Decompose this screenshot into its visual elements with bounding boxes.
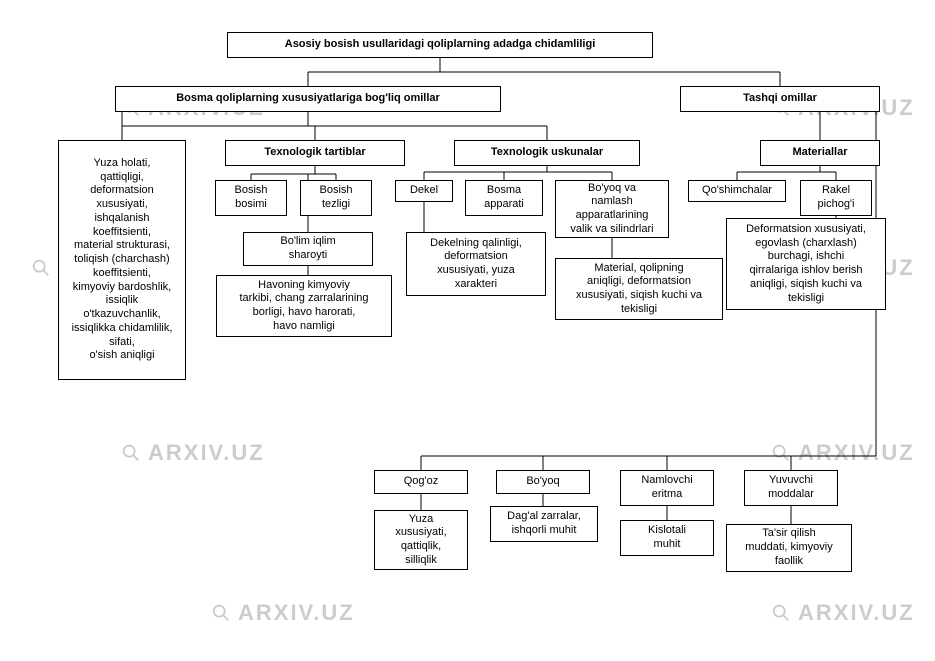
- node-tex-uskuna: Texnologik uskunalar: [454, 140, 640, 166]
- node-dekel: Dekel: [395, 180, 453, 202]
- node-label: Yuvuvchi moddalar: [768, 474, 814, 502]
- node-label: Qog'oz: [404, 475, 439, 489]
- node-rakel: Rakel pichog'i: [800, 180, 872, 216]
- node-namlovchi: Namlovchi eritma: [620, 470, 714, 506]
- watermark: ARXIV.UZ: [120, 440, 265, 466]
- node-yuza: Yuza holati, qattiqligi, deformatsion xu…: [58, 140, 186, 380]
- node-label: Bosish bosimi: [234, 184, 267, 212]
- node-tex-tartib: Texnologik tartiblar: [225, 140, 405, 166]
- node-bosish-bosimi: Bosish bosimi: [215, 180, 287, 216]
- node-left-main: Bosma qoliplarning xususiyatlariga bog'l…: [115, 86, 501, 112]
- node-label: Bo'lim iqlim sharoyti: [280, 235, 335, 263]
- watermark: ARXIV.UZ: [770, 600, 915, 626]
- watermark-text: ARXIV.UZ: [148, 440, 265, 466]
- node-right-main: Tashqi omillar: [680, 86, 880, 112]
- node-bolim-iqlim: Bo'lim iqlim sharoyti: [243, 232, 373, 266]
- node-label: Asosiy bosish usullaridagi qoliplarning …: [285, 38, 596, 52]
- node-bosma-app: Bosma apparati: [465, 180, 543, 216]
- node-label: Bo'yoq va namlash apparatlarining valik …: [570, 182, 653, 237]
- watermark-text: ARXIV.UZ: [798, 440, 915, 466]
- node-bosish-tezligi: Bosish tezligi: [300, 180, 372, 216]
- node-qogoz: Qog'oz: [374, 470, 468, 494]
- node-qoshim: Qo'shimchalar: [688, 180, 786, 202]
- node-yuvuvchi: Yuvuvchi moddalar: [744, 470, 838, 506]
- node-label: Rakel pichog'i: [818, 184, 855, 212]
- watermark: ARXIV.UZ: [210, 600, 355, 626]
- node-yuza-x: Yuza xususiyati, qattiqlik, silliqlik: [374, 510, 468, 570]
- node-label: Qo'shimchalar: [702, 184, 772, 198]
- node-label: Havoning kimyoviy tarkibi, chang zarrala…: [239, 279, 368, 334]
- node-label: Dekel: [410, 184, 438, 198]
- node-label: Texnologik uskunalar: [491, 146, 603, 160]
- node-label: Kislotali muhit: [648, 524, 686, 552]
- node-label: Yuza xususiyati, qattiqlik, silliqlik: [395, 513, 446, 568]
- node-label: Materiallar: [792, 146, 847, 160]
- node-dagal: Dag'al zarralar, ishqorli muhit: [490, 506, 598, 542]
- node-boyoq: Bo'yoq: [496, 470, 590, 494]
- node-label: Dekelning qalinligi, deformatsion xususi…: [430, 237, 522, 292]
- node-label: Texnologik tartiblar: [264, 146, 365, 160]
- watermark: ARXIV.UZ: [770, 440, 915, 466]
- node-label: Tashqi omillar: [743, 92, 817, 106]
- node-root: Asosiy bosish usullaridagi qoliplarning …: [227, 32, 653, 58]
- node-deform: Deformatsion xususiyati, egovlash (charx…: [726, 218, 886, 310]
- node-boyoq-naml: Bo'yoq va namlash apparatlarining valik …: [555, 180, 669, 238]
- node-dekel-q: Dekelning qalinligi, deformatsion xususi…: [406, 232, 546, 296]
- node-label: Bosish tezligi: [319, 184, 352, 212]
- watermark-text: ARXIV.UZ: [238, 600, 355, 626]
- node-label: Dag'al zarralar, ishqorli muhit: [507, 510, 581, 538]
- node-materiallar: Materiallar: [760, 140, 880, 166]
- node-label: Bo'yoq: [526, 475, 559, 489]
- node-material-q: Material, qolipning aniqligi, deformatsi…: [555, 258, 723, 320]
- node-label: Bosma qoliplarning xususiyatlariga bog'l…: [176, 92, 440, 106]
- node-label: Yuza holati, qattiqligi, deformatsion xu…: [72, 157, 173, 363]
- node-label: Bosma apparati: [484, 184, 524, 212]
- node-havo: Havoning kimyoviy tarkibi, chang zarrala…: [216, 275, 392, 337]
- node-label: Material, qolipning aniqligi, deformatsi…: [576, 262, 702, 317]
- watermark-text: ARXIV.UZ: [798, 600, 915, 626]
- node-label: Deformatsion xususiyati, egovlash (charx…: [746, 223, 866, 306]
- node-kislotali: Kislotali muhit: [620, 520, 714, 556]
- node-label: Ta'sir qilish muddati, kimyoviy faollik: [745, 527, 832, 568]
- node-tasir: Ta'sir qilish muddati, kimyoviy faollik: [726, 524, 852, 572]
- node-label: Namlovchi eritma: [641, 474, 692, 502]
